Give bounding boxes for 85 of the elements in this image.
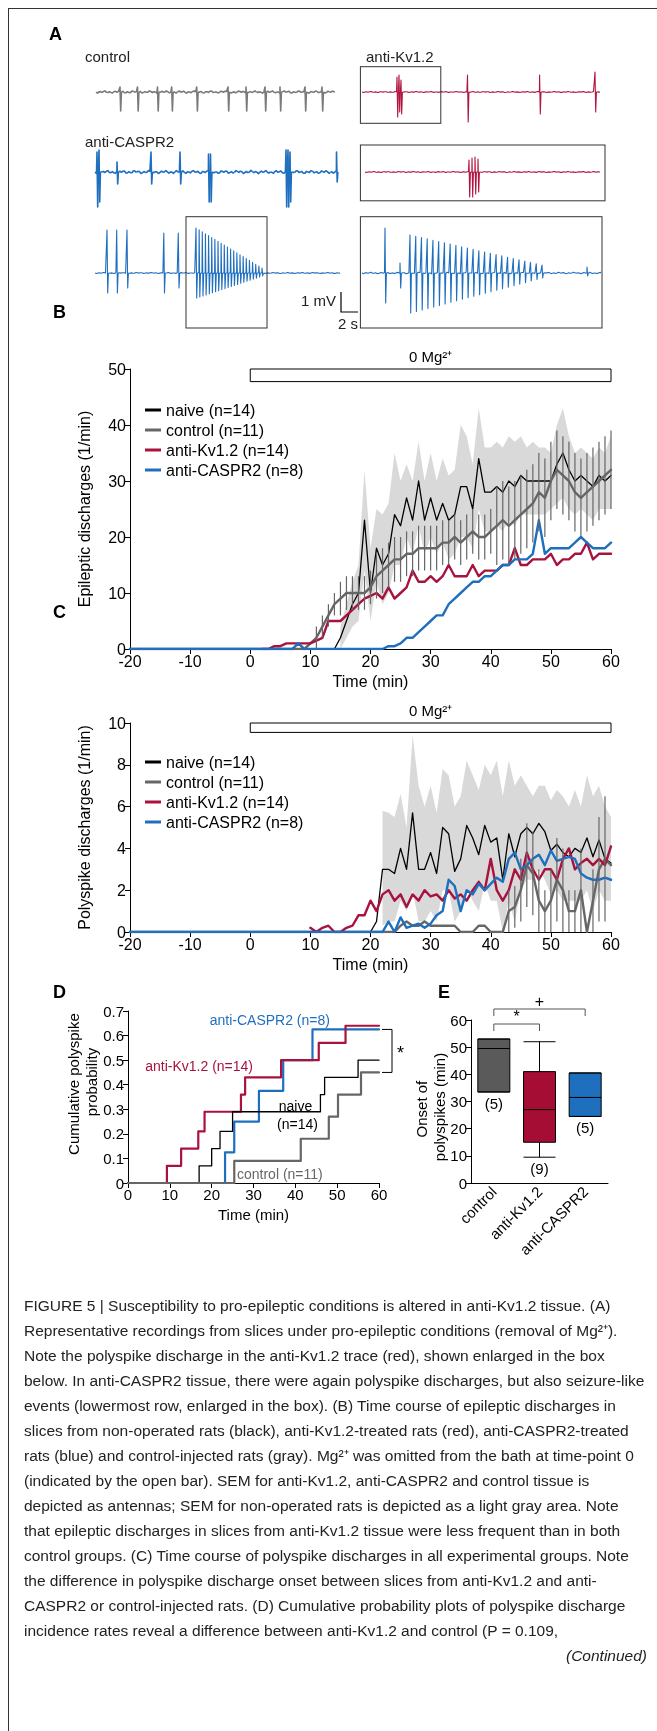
x-axis-title: Time (min) bbox=[217, 1205, 290, 1223]
text: 2 s bbox=[337, 315, 359, 332]
x-tick-label: 40 bbox=[286, 1186, 304, 1203]
text: * bbox=[397, 1042, 405, 1063]
y-tick-label: 4 bbox=[117, 839, 127, 857]
x-tick-label: 10 bbox=[301, 652, 320, 670]
y-tick-label: 20 bbox=[450, 1120, 467, 1138]
legend-label: anti-CASPR2 (n=8) bbox=[166, 813, 304, 831]
x-tick-label: 20 bbox=[361, 935, 380, 953]
y-tick-label: 40 bbox=[450, 1065, 467, 1083]
y-tick-label: 60 bbox=[450, 1011, 467, 1029]
series-label: anti-Kv1.2 (n=14) bbox=[145, 1058, 254, 1075]
x-tick-label: 20 bbox=[203, 1186, 221, 1203]
legend-label: control (n=11) bbox=[166, 421, 264, 439]
series-label: control (n=11) bbox=[236, 1166, 323, 1183]
y-tick-label: 40 bbox=[108, 416, 127, 434]
x-tick-label: 60 bbox=[370, 1186, 388, 1203]
band-label: 0 Mg²⁺ bbox=[408, 347, 453, 365]
legend-label: anti-Kv1.2 (n=14) bbox=[166, 793, 290, 811]
series-label: anti-CASPR2 (n=8) bbox=[209, 1011, 330, 1028]
y-tick-label: 20 bbox=[108, 528, 127, 546]
annotation: * bbox=[513, 1008, 520, 1025]
x-tick-label: 10 bbox=[161, 1186, 179, 1203]
y-axis-title: Cumulative polyspike probability bbox=[64, 1009, 100, 1155]
y-axis-title: Onset of polyspikes (min) bbox=[412, 1052, 448, 1162]
y-tick-label: 30 bbox=[450, 1093, 467, 1110]
x-tick-label: 50 bbox=[328, 1186, 346, 1203]
y-axis-title: Polyspike discharges (1/min) bbox=[75, 725, 93, 930]
y-tick-label: 2 bbox=[117, 881, 127, 899]
y-tick-label: 0.7 bbox=[103, 1002, 124, 1020]
text: control bbox=[85, 48, 131, 65]
x-axis-title: Time (min) bbox=[332, 673, 409, 691]
x-tick-label: 30 bbox=[245, 1186, 262, 1203]
x-tick-label: 10 bbox=[301, 935, 320, 953]
x-tick-label: 30 bbox=[421, 935, 440, 953]
y-tick-label: 50 bbox=[450, 1038, 467, 1056]
chart-title: C bbox=[53, 602, 66, 622]
band-label: 0 Mg²⁺ bbox=[408, 701, 453, 719]
x-tick-label: 50 bbox=[541, 935, 560, 953]
chart-title: B bbox=[53, 302, 66, 322]
y-tick-label: 0.3 bbox=[103, 1100, 124, 1118]
text: anti-Kv1.2 bbox=[366, 48, 434, 65]
x-tick-label: 40 bbox=[481, 935, 500, 953]
y-tick-label: 10 bbox=[450, 1147, 467, 1165]
x-tick-label: 20 bbox=[361, 652, 380, 670]
x-tick-label: 60 bbox=[602, 652, 620, 670]
annotation: (5) bbox=[484, 1094, 504, 1112]
x-tick-label: 30 bbox=[421, 652, 440, 670]
y-tick-label: 30 bbox=[108, 472, 127, 490]
x-tick-label: 60 bbox=[602, 935, 620, 953]
x-tick-label: 0 bbox=[245, 652, 255, 670]
x-tick-label: -10 bbox=[178, 935, 202, 953]
y-tick-label: 10 bbox=[108, 714, 127, 732]
y-tick-label: 10 bbox=[108, 584, 127, 602]
x-tick-label: 0 bbox=[245, 935, 255, 953]
text: + bbox=[534, 993, 545, 1010]
x-tick-label: 50 bbox=[541, 652, 560, 670]
annotation: (5) bbox=[575, 1119, 595, 1137]
legend-label: control (n=11) bbox=[166, 773, 264, 791]
text: FIGURE 5 | Susceptibility to pro-epileptic conditions is altered in anti-Kv1.2 tissue. (A) Representative recordings from slices under pro-epileptic conditions (removal of Mg²⁺). Note the polyspike discharge in the anti-Kv1.2 trace (red), shown enlarged in the box below. In anti-CASPR2 tissue, there were again polyspike discharges, but also seizure-like events (lowermost row, enlarged in the box). (B) Time course of epileptic discharges in slices from non-operated rats (black), anti-Kv1.2-treated rats (red), anti-CASPR2-treated rats (blue) and control-injected rats (gray). Mg²⁺ was omitted from the bath at time-point 0 (indicated by the open bar). SEM for anti-Kv1.2, anti-CASPR2 and control tissue is depicted as antennas; SEM for non-operated rats is depicted as a light gray area. Note that epileptic discharges in slices from anti-Kv1.2 tissue were less frequent than in both control groups. (C) Time course of polyspike discharges in all experimental groups. Note the difference in polyspike discharge onset between slices from anti-Kv1.2 and anti-CASPR2 or control-injected rats. (D) Cumulative probability plots of polyspike discharge incidence rates reveal a difference between anti-Kv1.2 and control (P = 0.109, bbox=[24, 1297, 645, 1639]
x-axis-title: Time (min) bbox=[332, 956, 409, 974]
y-tick-label: 0.2 bbox=[103, 1125, 124, 1143]
y-tick-label: 50 bbox=[108, 360, 127, 378]
y-tick-label: 8 bbox=[117, 756, 127, 774]
chart-title: D bbox=[53, 982, 66, 1002]
text: 1 mV bbox=[300, 292, 336, 309]
text: A bbox=[49, 24, 62, 44]
line-series bbox=[309, 845, 613, 934]
y-tick-label: 0.4 bbox=[103, 1076, 124, 1094]
y-tick-label: 0.1 bbox=[103, 1149, 124, 1167]
text: (Continued) bbox=[565, 1646, 647, 1666]
y-tick-label: 6 bbox=[117, 798, 127, 816]
x-tick-label: 40 bbox=[481, 652, 500, 670]
annotation: (9) bbox=[530, 1160, 549, 1178]
y-axis-title: Epileptic discharges (1/min) bbox=[75, 410, 93, 608]
legend-label: naive (n=14) bbox=[166, 401, 256, 419]
series-label: naive (n=14) bbox=[277, 1098, 318, 1133]
legend-label: naive (n=14) bbox=[166, 753, 256, 771]
y-tick-label: 0.5 bbox=[103, 1051, 124, 1069]
text: anti-CASPR2 bbox=[85, 133, 175, 150]
legend-label: anti-Kv1.2 (n=14) bbox=[166, 441, 290, 459]
y-tick-label: 0.6 bbox=[103, 1027, 124, 1045]
chart-title: E bbox=[438, 982, 451, 1002]
legend-label: anti-CASPR2 (n=8) bbox=[166, 461, 304, 479]
x-tick-label: -10 bbox=[178, 652, 202, 670]
